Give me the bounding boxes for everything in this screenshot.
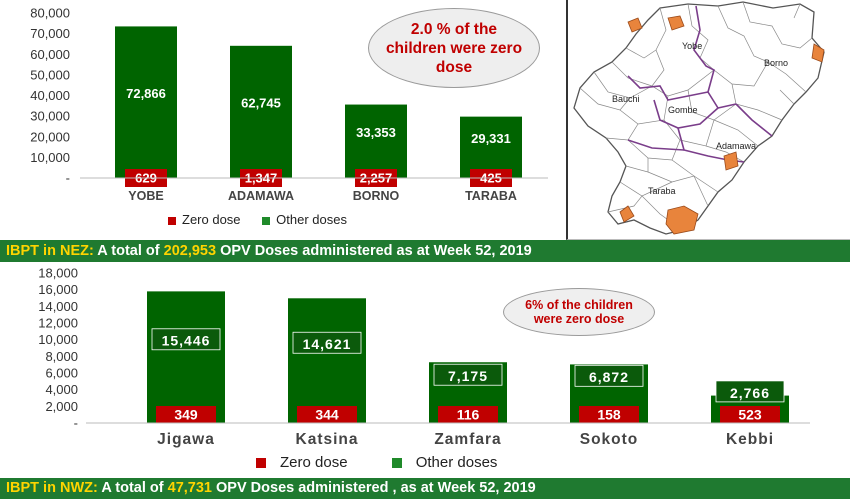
- y-tick-label: 80,000: [30, 6, 70, 21]
- bar-other-doses: [460, 116, 522, 178]
- legend-item-zero-dose: Zero dose: [168, 212, 241, 227]
- lga-boundaries: [579, 1, 813, 231]
- y-tick-label: 2,000: [45, 399, 78, 414]
- x-category-label: ADAMAWA: [228, 189, 294, 203]
- data-label-box: [292, 331, 362, 354]
- map-label-yobe: Yobe: [682, 41, 702, 51]
- y-tick-label: 10,000: [30, 150, 70, 165]
- y-tick-label: 30,000: [30, 109, 70, 124]
- map-label-borno: Borno: [764, 58, 788, 68]
- map-label-bauchi: Bauchi: [612, 94, 640, 104]
- legend-item-other-doses: Other doses: [391, 454, 497, 471]
- map-label-gombe: Gombe: [668, 105, 698, 115]
- nwz-banner-prefix: IBPT in NWZ:: [6, 480, 98, 496]
- nez-banner-total: 202,953: [163, 243, 217, 259]
- data-label-box: [151, 328, 221, 351]
- y-tick-label: 18,000: [38, 266, 78, 281]
- map-outline: [573, 1, 825, 235]
- y-tick-label: 60,000: [30, 47, 70, 62]
- bar-other-doses: [288, 298, 366, 423]
- x-category-label: Katsina: [296, 431, 359, 448]
- x-category-label: Jigawa: [157, 431, 215, 448]
- data-label-zero-dose: 523: [738, 407, 762, 423]
- x-category-label: YOBE: [128, 189, 163, 203]
- data-label-zero-dose: 158: [597, 407, 621, 423]
- data-label-zero-dose: 349: [174, 407, 198, 423]
- x-category-label: BORNO: [353, 189, 400, 203]
- bar-other-doses: [115, 26, 177, 178]
- data-label-other-doses: 33,353: [356, 125, 396, 140]
- data-label-other-doses: 72,866: [126, 86, 166, 101]
- data-label-other-doses: 2,766: [730, 385, 770, 401]
- bar-zero-dose: [156, 406, 216, 423]
- nez-banner-pre-total: A total of: [93, 243, 164, 259]
- y-tick-label: 6,000: [45, 366, 78, 381]
- nez-summary-banner: IBPT in NEZ: A total of 202,953 OPV Dose…: [0, 240, 850, 262]
- bar-zero-dose: [579, 406, 639, 423]
- nwz-banner-pre-total: A total of: [97, 480, 168, 496]
- data-label-zero-dose: 116: [457, 407, 480, 423]
- x-category-label: Zamfara: [434, 431, 501, 448]
- y-tick-label: 12,000: [38, 316, 78, 331]
- data-label-other-doses: 29,331: [471, 131, 511, 146]
- nez-banner-post-total: OPV Doses administered as at Week 52, 20…: [216, 243, 532, 259]
- nwz-zero-dose-callout: 6% of the children were zero dose: [503, 288, 655, 336]
- data-label-other-doses: 7,175: [448, 368, 488, 384]
- nez-bar-chart: - 10,000 20,000 30,000 40,000 50,000 60,000 70,…: [30, 6, 548, 203]
- highlighted-lgas: [619, 15, 825, 235]
- bar-zero-dose: [297, 406, 357, 423]
- map-label-taraba: Taraba: [648, 186, 676, 196]
- data-label-box: [574, 364, 644, 387]
- data-label-zero-dose: 344: [315, 407, 339, 423]
- data-label-box: [715, 380, 785, 403]
- data-label-other-doses: 15,446: [162, 333, 211, 349]
- nwz-banner-total: 47,731: [167, 480, 212, 496]
- data-label-other-doses: 6,872: [589, 369, 629, 385]
- y-tick-label: -: [74, 416, 78, 431]
- y-tick-label: 50,000: [30, 67, 70, 82]
- nez-legend: Zero dose Other doses: [168, 212, 365, 227]
- x-category-label: Sokoto: [580, 431, 639, 448]
- nez-zero-dose-callout: 2.0 % of the children were zero dose: [368, 8, 540, 88]
- bar-other-doses: [230, 45, 292, 179]
- y-tick-label: 14,000: [38, 299, 78, 314]
- map-label-adamawa: Adamawa: [716, 141, 756, 151]
- bar-zero-dose: [438, 406, 498, 423]
- x-category-label: Kebbi: [726, 431, 774, 448]
- y-tick-label: 16,000: [38, 282, 78, 297]
- legend-item-zero-dose: Zero dose: [256, 454, 348, 471]
- nwz-banner-post-total: OPV Doses administered , as at Week 52, …: [212, 480, 536, 496]
- nez-banner-prefix: IBPT in NEZ:: [6, 243, 94, 259]
- data-label-other-doses: 14,621: [303, 336, 352, 352]
- data-label-box: [433, 363, 503, 386]
- y-tick-label: 70,000: [30, 26, 70, 41]
- y-tick-label: 10,000: [38, 332, 78, 347]
- map-drawing: Yobe Borno Bauchi Gombe Adamawa Taraba: [573, 1, 825, 235]
- nez-state-map: Yobe Borno Bauchi Gombe Adamawa Taraba: [566, 0, 850, 240]
- map-labels: Yobe Borno Bauchi Gombe Adamawa Taraba: [612, 41, 788, 196]
- y-tick-label: -: [66, 171, 70, 186]
- y-tick-label: 8,000: [45, 349, 78, 364]
- y-tick-label: 20,000: [30, 129, 70, 144]
- y-tick-label: 40,000: [30, 88, 70, 103]
- bar-other-doses: [345, 104, 407, 178]
- nwz-summary-banner: IBPT in NWZ: A total of 47,731 OPV Doses…: [0, 478, 850, 499]
- data-label-other-doses: 62,745: [241, 96, 281, 111]
- y-tick-label: 4,000: [45, 382, 78, 397]
- x-category-label: TARABA: [465, 189, 517, 203]
- bar-zero-dose: [720, 406, 780, 423]
- legend-item-other-doses: Other doses: [262, 212, 347, 227]
- nwz-legend: Zero dose Other doses: [256, 454, 537, 471]
- bar-other-doses: [147, 291, 225, 423]
